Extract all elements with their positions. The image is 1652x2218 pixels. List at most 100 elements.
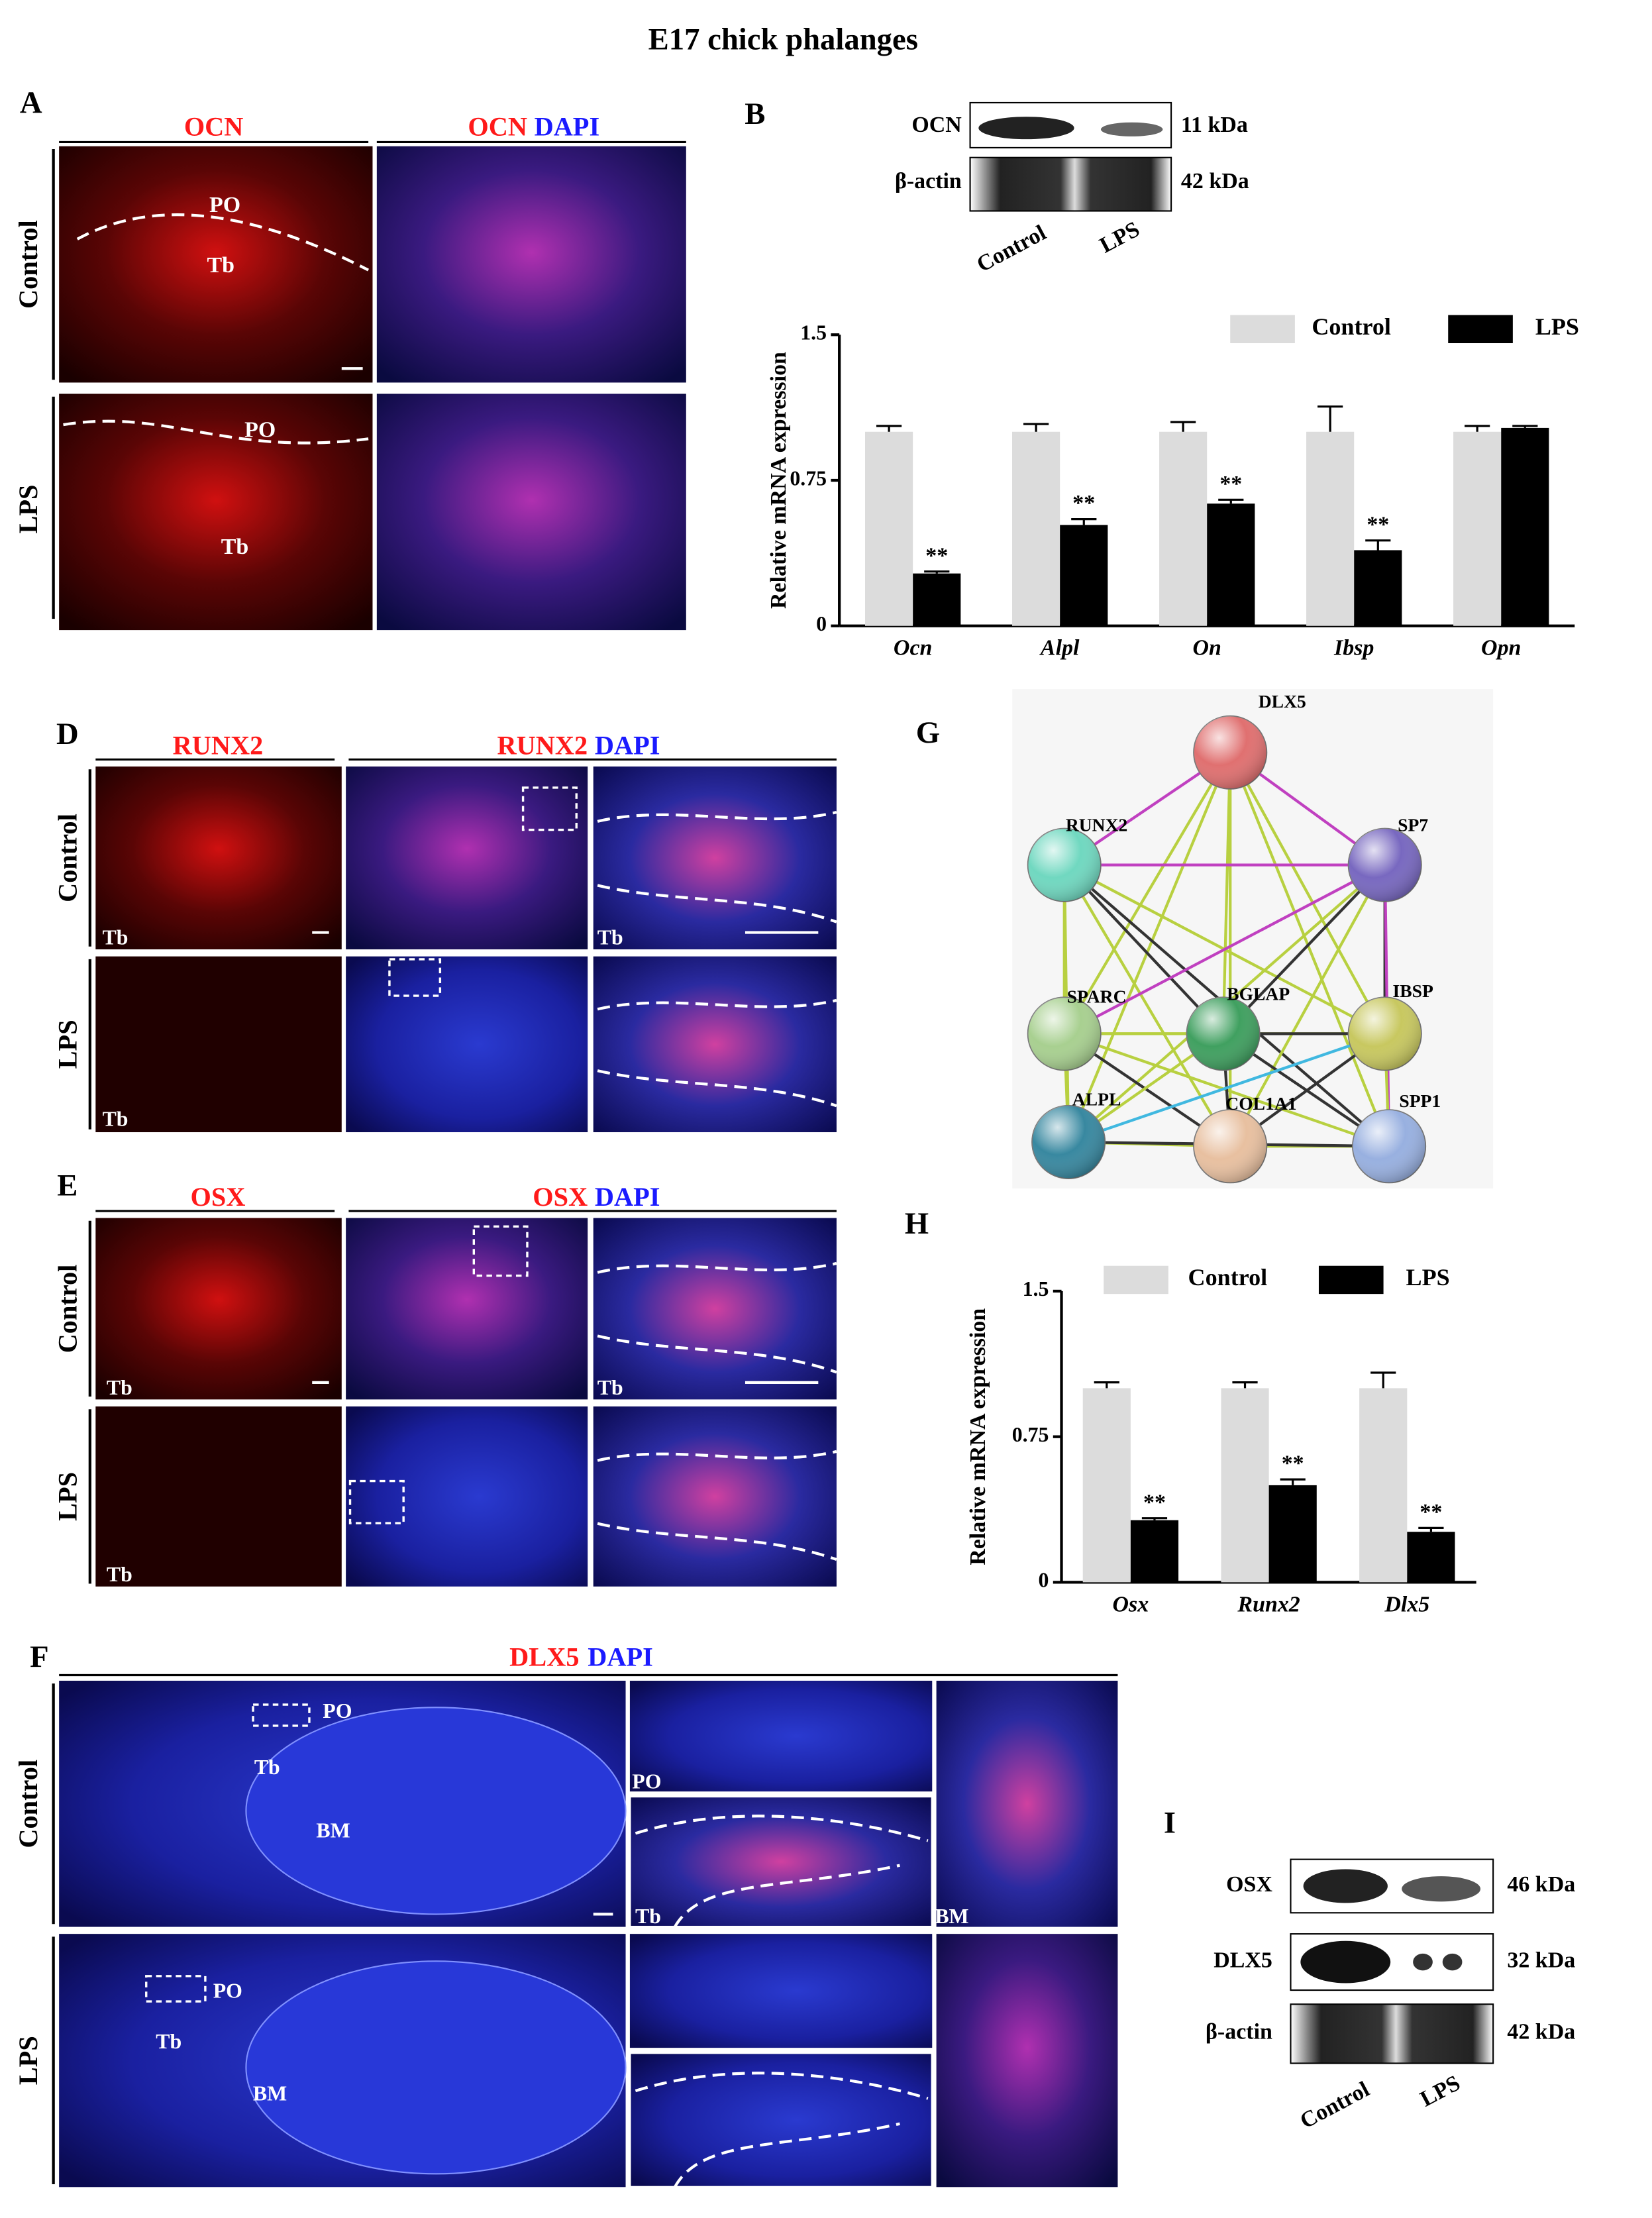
network-edge [1229,752,1391,1147]
y-axis-label: Relative mRNA expression [766,352,791,609]
micrograph [593,956,837,1133]
x-tick-label: Dlx5 [1384,1592,1429,1616]
inset-box [521,786,578,831]
micrograph [376,146,686,383]
network-edge [1067,752,1232,1143]
region-label: BM [253,2082,287,2105]
stain-header: OSX [191,1182,246,1212]
blot [1290,2003,1494,2064]
error-bar [1218,498,1244,504]
band-label: OSX [1226,1872,1272,1897]
micrograph [346,1406,588,1587]
blot-band [1300,1940,1391,1983]
error-bar [1094,1381,1119,1389]
bar [1082,1388,1131,1583]
node-shine [1194,715,1267,790]
legend-label: LPS [1406,1264,1450,1291]
node-label: DLX5 [1259,691,1306,712]
error-bar [1023,423,1049,432]
micrograph [593,1218,837,1400]
region-label: BM [935,1905,968,1928]
micrograph [629,1681,933,1792]
error-bar [1418,1526,1444,1532]
y-tick-label: 0.75 [1012,1423,1049,1446]
region-label: Tb [597,1376,623,1399]
stain-header: RUNX2 [497,731,588,761]
x-tick-label: Runx2 [1237,1592,1300,1616]
legend-label: Control [1188,1264,1268,1291]
inset-box [348,1479,405,1524]
lane-label: LPS [1096,217,1143,258]
legend-swatch [1448,315,1513,344]
network-edge [1062,864,1232,1147]
panel-label: D [56,717,79,751]
dashed-outline [597,998,837,1011]
panel-label: G [916,715,940,750]
legend-swatch [1230,315,1295,344]
error-bar [1170,421,1196,432]
cartilage [245,1707,627,1915]
micrograph [629,1795,933,1928]
legend-swatch [1318,1265,1384,1294]
dashed-outline [597,1334,837,1374]
x-tick-label: Opn [1481,636,1521,660]
band-size: 32 kDa [1507,1948,1575,1972]
region-label: PO [244,418,276,443]
stain-header: DAPI [595,731,660,761]
micrograph [95,1406,342,1587]
stain-header: DAPI [535,112,600,142]
band-size: 42 kDa [1507,2020,1575,2044]
region-label: Tb [156,2030,181,2053]
stain-header: DAPI [588,1642,653,1671]
bar [1268,1485,1317,1583]
network-edge [1063,863,1386,1035]
region-label: BM [316,1819,350,1842]
blot-band [978,117,1074,140]
node-label: BGLAP [1227,983,1290,1004]
micrograph [346,766,588,950]
stain-header: RUNX2 [173,731,264,761]
legend-swatch [1104,1265,1168,1294]
band-label: OCN [911,113,962,137]
region-label: PO [632,1769,661,1793]
network-edge [1063,864,1225,1035]
panel-label: F [30,1640,49,1674]
band-label: DLX5 [1213,1948,1272,1972]
row-label: LPS [13,2036,43,2085]
x-tick-label: Osx [1113,1592,1149,1616]
micrograph [936,1681,1118,1927]
network-edge [1062,751,1232,1035]
y-tick-label: 1.5 [1023,1277,1049,1300]
node-shine [1027,997,1101,1071]
region-label: PO [323,1699,352,1722]
blot-band [1303,1869,1388,1903]
row-label: Control [13,1760,43,1848]
dashed-outline [635,2072,929,2100]
x-tick-label: Alpl [1039,636,1080,660]
blot-band [1442,1953,1463,1971]
bar [1453,431,1502,626]
error-bar [1280,1478,1306,1485]
node-shine [1194,1110,1267,1183]
node-label: RUNX2 [1066,815,1127,835]
dashed-outline [597,810,837,823]
row-label: LPS [13,485,43,534]
error-bar [1071,518,1097,525]
node-label: SPARC [1067,986,1127,1007]
panel-label: I [1164,1805,1176,1840]
error-bar [1465,425,1490,432]
region-label: Tb [597,925,623,949]
row-label: Control [13,220,43,309]
node-label: IBSP [1393,980,1433,1001]
micrograph [346,956,588,1133]
dashed-outline [673,1864,900,1928]
error-bar [1365,539,1391,551]
significance-label: ** [1420,1500,1442,1524]
bar [1130,1520,1179,1583]
region-label: Tb [207,253,234,278]
bar [1501,427,1549,626]
inset-box [388,958,442,997]
node-shine [1352,1110,1426,1183]
significance-label: ** [1219,472,1242,496]
micrograph [95,956,342,1133]
